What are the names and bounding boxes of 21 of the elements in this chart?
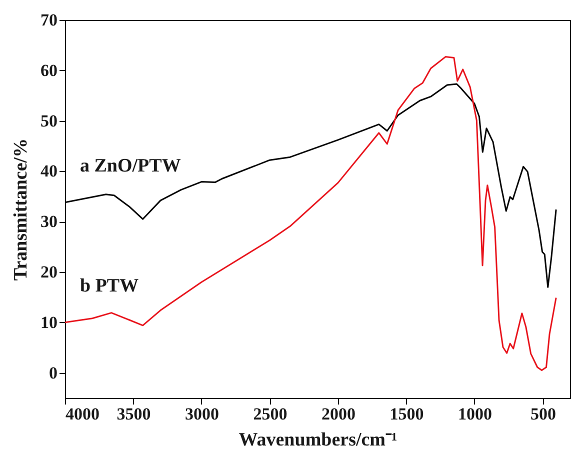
y-tick-label: 50	[40, 111, 58, 130]
y-tick-label: 0	[49, 363, 58, 382]
line-series	[65, 56, 557, 372]
x-tick-label: 1000	[458, 404, 492, 424]
y-tick-label: 60	[40, 60, 58, 80]
y-tick-label: 30	[40, 212, 58, 232]
y-tick-label: 70	[40, 10, 58, 30]
y-axis-title: Transmittance/%	[10, 138, 32, 281]
series-label: b PTW	[80, 275, 139, 296]
x-tick-label: 1500	[390, 404, 424, 424]
x-tick-label: 4000	[66, 404, 100, 424]
y-tick-label: 40	[40, 162, 58, 181]
x-tick-label: 2500	[253, 404, 288, 424]
x-tick-label: 3000	[184, 404, 219, 424]
x-tick-label: 2000	[321, 404, 356, 424]
y-tick-label: 20	[40, 262, 58, 282]
series-label: a ZnO/PTW	[80, 155, 181, 176]
x-tick-label: 3500	[116, 404, 151, 424]
y-tick-label: 10	[40, 312, 58, 332]
x-axis-title: Wavenumbers/cm⁻¹	[238, 430, 398, 449]
x-tick-label: 500	[530, 404, 556, 424]
